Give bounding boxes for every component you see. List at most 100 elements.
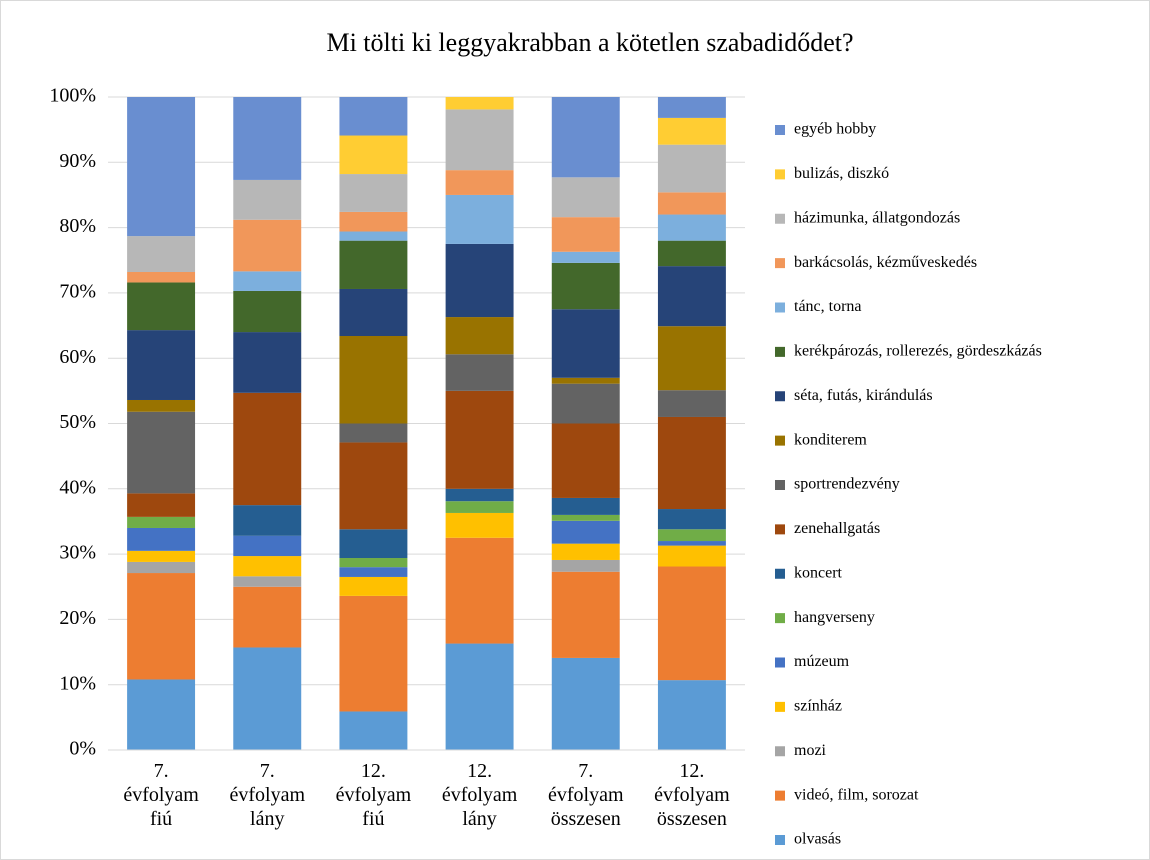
bar-segment: [551, 657, 620, 750]
x-tick-line: fiú: [150, 808, 172, 830]
legend-label: bulizás, diszkó: [794, 165, 889, 182]
x-tick-line: 12.: [679, 760, 704, 782]
legend-label: házimunka, állatgondozás: [794, 209, 960, 226]
legend-swatch: [775, 213, 785, 224]
bar-segment: [127, 516, 196, 528]
bar-segment: [233, 290, 302, 333]
y-tick-label: 60%: [59, 346, 96, 368]
bar-segment: [551, 177, 620, 218]
bar-segment: [233, 219, 302, 272]
bar-segment: [127, 97, 196, 237]
bar-segment: [445, 643, 514, 750]
x-tick-line: 7.: [154, 760, 169, 782]
legend-swatch: [775, 835, 785, 845]
legend-swatch: [775, 346, 785, 357]
bar-segment: [551, 377, 620, 384]
legend-swatch: [775, 125, 785, 135]
x-tick-line: 7.: [578, 760, 593, 782]
bar-segment: [445, 488, 514, 502]
y-tick-label: 0%: [69, 738, 96, 760]
bar-segment: [551, 497, 620, 515]
bar-segment: [339, 558, 408, 568]
bar-segment: [339, 240, 408, 289]
legend-swatch: [775, 790, 785, 801]
bar-segment: [657, 680, 726, 750]
bar-segment: [233, 179, 302, 220]
legend-label: színház: [794, 698, 842, 715]
bar-segment: [127, 493, 196, 517]
bar-segment: [339, 288, 408, 336]
x-tick-label: 7. évfolyam fiú: [123, 760, 199, 830]
legend-swatch: [775, 169, 785, 180]
bar-segment: [127, 561, 196, 574]
legend-swatch: [775, 480, 785, 490]
bar-segment: [339, 335, 408, 424]
legend-label: zenehallgatás: [794, 520, 880, 537]
legend-label: mozi: [794, 742, 827, 759]
legend-swatch: [775, 302, 785, 313]
bar-segment: [657, 214, 726, 241]
legend-swatch: [775, 746, 785, 757]
bar-segment: [657, 416, 726, 510]
bar-segment: [551, 251, 620, 263]
bar-segment: [233, 576, 302, 587]
x-tick-line: összesen: [657, 808, 727, 830]
y-tick-label: 80%: [59, 215, 96, 237]
x-tick-label: 12. évfolyam lány: [442, 760, 518, 830]
bar-segment: [339, 135, 408, 175]
bar-segment: [445, 512, 514, 538]
y-tick-label: 30%: [59, 542, 96, 564]
legend-swatch: [775, 613, 785, 624]
legend-label: konditerem: [794, 431, 867, 448]
bar-segment: [445, 537, 514, 644]
x-tick-line: évfolyam: [229, 784, 305, 806]
legend-label: séta, futás, kirándulás: [794, 387, 933, 404]
bar-segment: [551, 423, 620, 498]
y-tick-label: 70%: [59, 280, 96, 302]
y-tick-label: 20%: [59, 607, 96, 629]
bar-segment: [339, 529, 408, 559]
bar-segment: [551, 383, 620, 424]
bar-segment: [339, 567, 408, 577]
legend-label: kerékpározás, rollerezés, gördeszkázás: [794, 343, 1042, 360]
bar-segment: [445, 194, 514, 244]
bar-segment: [657, 326, 726, 391]
bar-segment: [551, 571, 620, 658]
bar-segment: [657, 97, 726, 118]
bar-segment: [127, 282, 196, 331]
bar-segment: [233, 505, 302, 536]
bar-segment: [551, 262, 620, 310]
y-tick-label: 40%: [59, 476, 96, 498]
x-tick-line: 12.: [467, 760, 492, 782]
bar-segment: [127, 399, 196, 412]
bar-segment: [233, 332, 302, 393]
bar-segment: [339, 211, 408, 232]
bar-segment: [445, 390, 514, 489]
bar-segment: [657, 541, 726, 546]
legend-swatch: [775, 391, 785, 402]
bar-segment: [127, 679, 196, 750]
legend-label: egyéb hobby: [794, 121, 876, 138]
bar-segment: [339, 595, 408, 712]
legend-swatch: [775, 568, 785, 579]
legend-swatch: [775, 657, 785, 668]
legend-label: videó, film, sorozat: [794, 786, 919, 803]
bar-segment: [233, 556, 302, 577]
legend-label: múzeum: [794, 653, 850, 670]
y-tick-label: 10%: [59, 672, 96, 694]
bar-segment: [233, 392, 302, 506]
bar-segment: [445, 317, 514, 355]
bar-segment: [339, 174, 408, 212]
legend-label: barkácsolás, kézművеskedés: [794, 254, 977, 271]
bar-segment: [233, 586, 302, 648]
legend-label: sportrendezvény: [794, 476, 900, 493]
legend-label: hangverseny: [794, 609, 875, 626]
bar-segment: [339, 442, 408, 530]
y-tick-label: 90%: [59, 150, 96, 172]
bar-segment: [233, 535, 302, 557]
bar-segment: [657, 529, 726, 542]
bar-segment: [551, 514, 620, 521]
bar-segment: [339, 231, 408, 241]
bar-segment: [127, 573, 196, 680]
